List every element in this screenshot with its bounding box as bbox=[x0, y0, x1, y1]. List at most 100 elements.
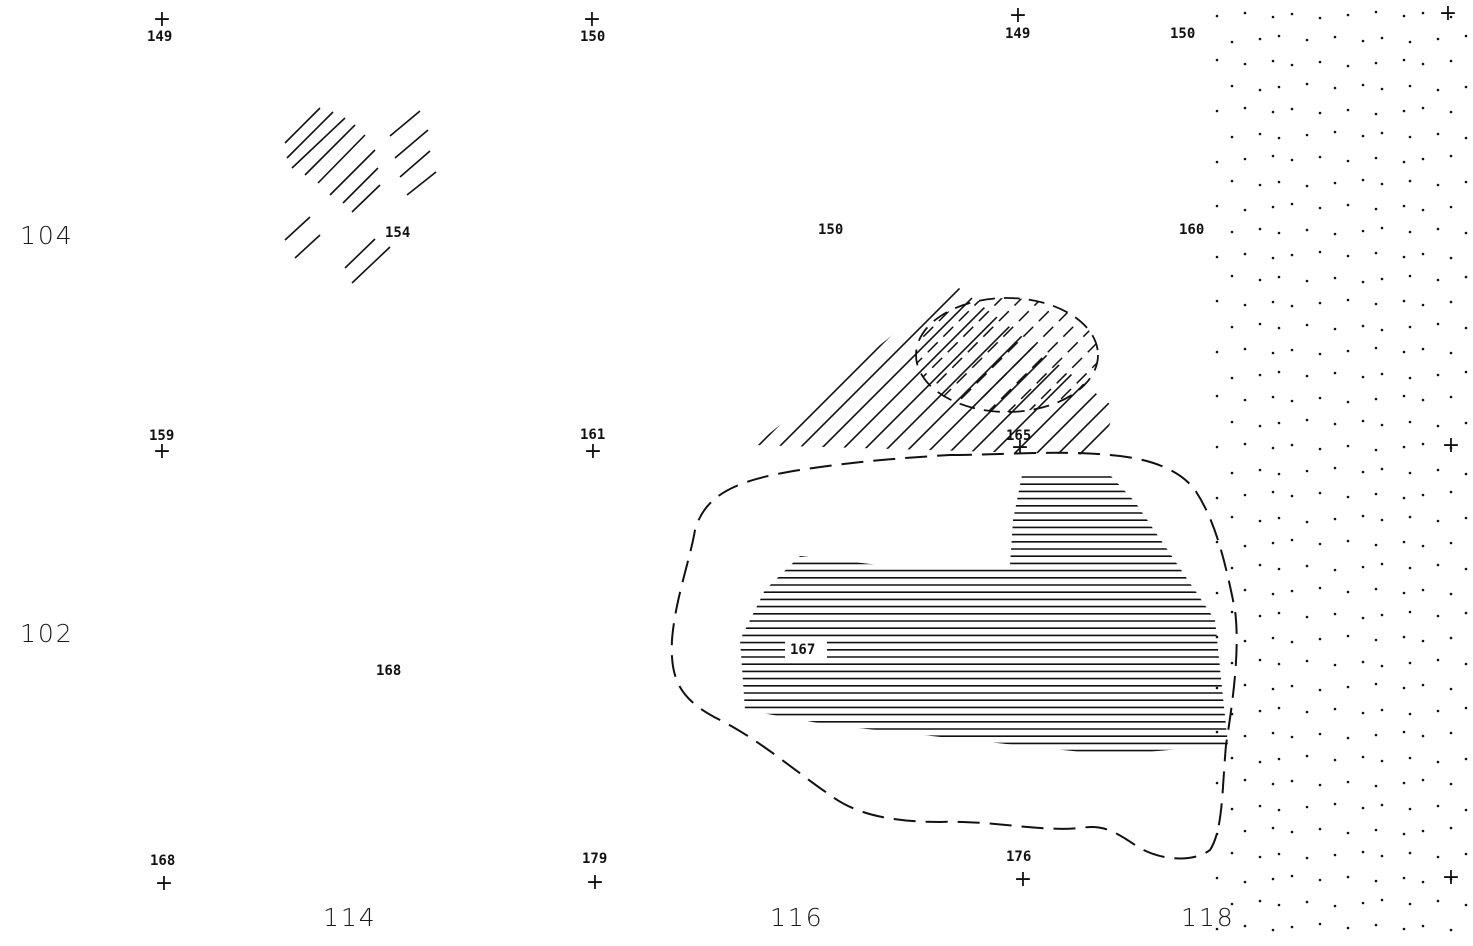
stipple-dot bbox=[1449, 300, 1453, 304]
stipple-dot bbox=[1290, 779, 1294, 783]
grid-marker: + bbox=[1010, 435, 1030, 460]
stipple-dot bbox=[1346, 108, 1350, 112]
stipple-dot bbox=[1380, 277, 1384, 281]
stipple-dot bbox=[1464, 231, 1468, 235]
spot-height: 150 bbox=[580, 29, 606, 45]
stipple-dot bbox=[1408, 376, 1412, 380]
hatch-line bbox=[755, 285, 1115, 455]
stipple-dot bbox=[1333, 904, 1337, 908]
stipple-dot bbox=[1277, 567, 1281, 571]
stipple-dot bbox=[1408, 807, 1412, 811]
stipple-dot bbox=[1408, 420, 1412, 424]
stipple-dot bbox=[1402, 350, 1406, 354]
stipple-dot bbox=[1464, 136, 1468, 140]
stipple-dot bbox=[1258, 468, 1262, 472]
stipple-dot bbox=[1290, 443, 1294, 447]
stipple-dot bbox=[1277, 136, 1281, 140]
stipple-dot bbox=[1449, 687, 1453, 691]
stipple-dot bbox=[1305, 38, 1309, 42]
stipple-dot bbox=[1277, 34, 1281, 38]
stipple-dot bbox=[1333, 517, 1337, 521]
stipple-dot bbox=[1421, 62, 1425, 66]
spot-height: 165 bbox=[1006, 428, 1032, 444]
stipple-dot bbox=[1277, 85, 1281, 89]
stipple-dot bbox=[1271, 15, 1275, 19]
stipple-dot bbox=[1318, 922, 1322, 926]
stipple-dot bbox=[1374, 733, 1378, 737]
stipple-dot bbox=[1408, 756, 1412, 760]
stipple-dot bbox=[1277, 516, 1281, 520]
stipple-dot bbox=[1243, 544, 1247, 548]
hatch-line bbox=[916, 298, 1098, 412]
stipple-dot bbox=[1361, 229, 1365, 233]
stipple-dot bbox=[1333, 802, 1337, 806]
stipple-dot bbox=[1243, 106, 1247, 110]
stipple-dot bbox=[1318, 301, 1322, 305]
stipple-dot bbox=[1215, 160, 1219, 164]
stipple-dot bbox=[1421, 208, 1425, 212]
hatch-line bbox=[989, 298, 1098, 412]
stipple-dot bbox=[1374, 61, 1378, 65]
stipple-dot bbox=[1408, 40, 1412, 44]
stipple-dot bbox=[1361, 280, 1365, 284]
stipple-dot bbox=[1408, 274, 1412, 278]
stipple-dot bbox=[1361, 324, 1365, 328]
stipple-dot bbox=[1305, 710, 1309, 714]
stipple-dot bbox=[1271, 154, 1275, 158]
stipple-dot bbox=[1333, 276, 1337, 280]
stipple-dot bbox=[1380, 518, 1384, 522]
stipple-dot bbox=[1243, 347, 1247, 351]
stipple-dot bbox=[1436, 709, 1440, 713]
stipple-dot bbox=[1421, 880, 1425, 884]
stipple-dot bbox=[1243, 778, 1247, 782]
spot-height: 149 bbox=[1005, 26, 1031, 42]
stipple-dot bbox=[1258, 373, 1262, 377]
hatch-line bbox=[1089, 298, 1098, 412]
stipple-dot bbox=[1361, 901, 1365, 905]
stipple-dot bbox=[1215, 686, 1219, 690]
stipple-dot bbox=[1346, 159, 1350, 163]
stipple-dot bbox=[1436, 855, 1440, 859]
stipple-dot bbox=[1464, 852, 1468, 856]
hatch-line bbox=[875, 285, 1115, 455]
stipple-dot bbox=[1436, 37, 1440, 41]
stipple-dot bbox=[1346, 444, 1350, 448]
stipple-dot bbox=[1346, 685, 1350, 689]
hatch-line bbox=[1069, 298, 1098, 412]
stipple-dot bbox=[1230, 325, 1234, 329]
hatch-line bbox=[963, 285, 1115, 455]
stipple-dot bbox=[1258, 614, 1262, 618]
stipple-dot bbox=[1215, 445, 1219, 449]
stipple-dot bbox=[1318, 688, 1322, 692]
stipple-dot bbox=[1449, 541, 1453, 545]
stipple-dot bbox=[1361, 178, 1365, 182]
stipple-dot bbox=[1305, 279, 1309, 283]
axis-label-y-104: 104 bbox=[20, 221, 74, 250]
stipple-dot bbox=[1380, 36, 1384, 40]
stipple-dot bbox=[1374, 10, 1378, 14]
stipple-dot bbox=[1421, 924, 1425, 928]
stipple-dot bbox=[1464, 326, 1468, 330]
stipple-dot bbox=[1449, 15, 1453, 19]
stipple-dot bbox=[1374, 156, 1378, 160]
hatch-line bbox=[929, 298, 1098, 412]
stipple-dot bbox=[1380, 328, 1384, 332]
stipple-dot bbox=[1318, 732, 1322, 736]
stipple-dot bbox=[1449, 490, 1453, 494]
stipple-dot bbox=[1449, 154, 1453, 158]
hatch-line bbox=[1007, 285, 1115, 455]
stipple-dot bbox=[1215, 591, 1219, 595]
stipple-dot bbox=[1258, 322, 1262, 326]
stipple-dot bbox=[1290, 348, 1294, 352]
hatch-line bbox=[1049, 298, 1098, 412]
ellipse-boundary bbox=[915, 297, 1099, 413]
stipple-dot bbox=[1374, 302, 1378, 306]
stipple-dot bbox=[1277, 808, 1281, 812]
stipple-dot bbox=[1402, 160, 1406, 164]
stipple-dot bbox=[1290, 925, 1294, 929]
stipple-dot bbox=[1215, 14, 1219, 18]
stipple-dot bbox=[1436, 88, 1440, 92]
stipple-dot bbox=[1271, 782, 1275, 786]
stipple-dot bbox=[1449, 205, 1453, 209]
stipple-dot bbox=[1243, 829, 1247, 833]
